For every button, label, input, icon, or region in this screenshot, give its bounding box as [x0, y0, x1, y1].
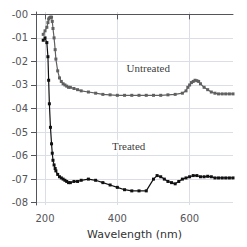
svg-text:Wavelength (nm): Wavelength (nm) [87, 228, 182, 241]
svg-text:-04: -04 [12, 103, 28, 114]
svg-text:200: 200 [35, 213, 54, 224]
svg-text:Treated: Treated [112, 140, 146, 152]
svg-text:-00: -00 [12, 9, 28, 20]
svg-text:-01: -01 [12, 32, 28, 43]
svg-text:-03: -03 [12, 79, 28, 90]
svg-text:-05: -05 [12, 127, 28, 138]
svg-text:-06: -06 [12, 150, 28, 161]
svg-text:-08: -08 [12, 197, 28, 208]
svg-text:Untreated: Untreated [127, 62, 171, 74]
svg-text:600: 600 [180, 213, 199, 224]
svg-text:-02: -02 [12, 56, 28, 67]
svg-text:-07: -07 [12, 174, 28, 185]
svg-text:400: 400 [108, 213, 127, 224]
